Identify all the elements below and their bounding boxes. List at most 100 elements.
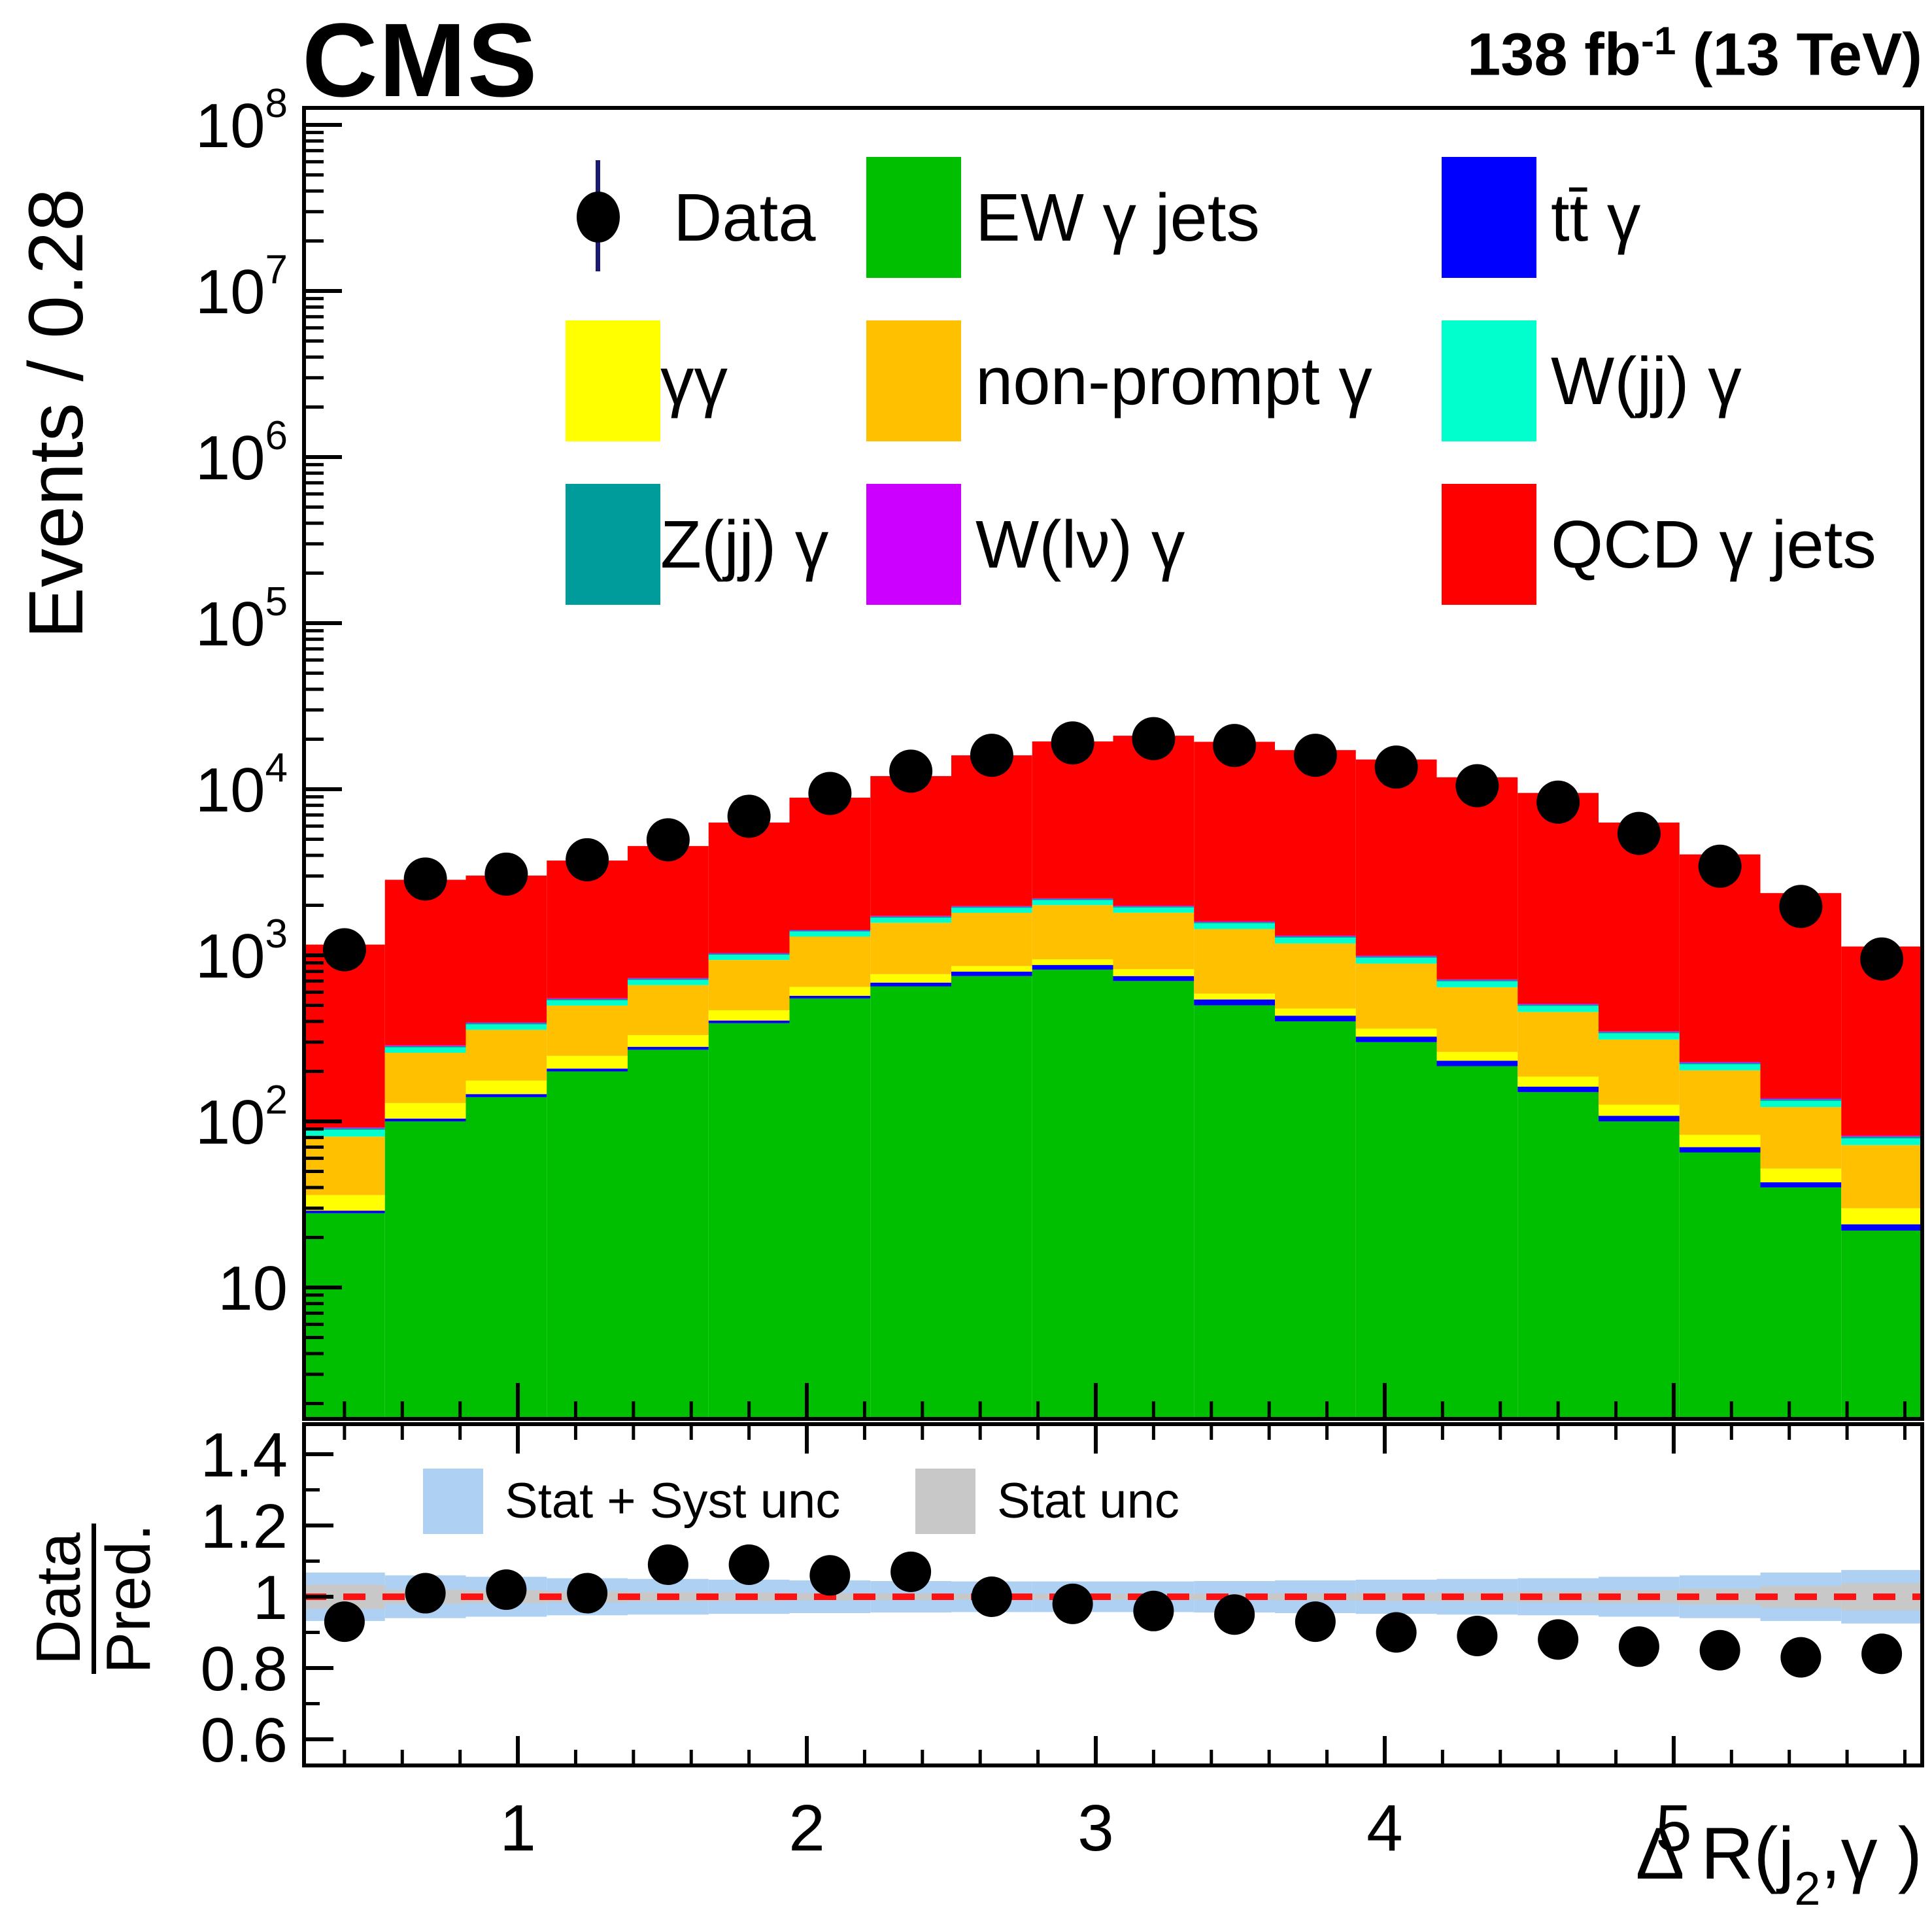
stack-segment xyxy=(1113,736,1195,906)
stack-segment xyxy=(1275,750,1356,936)
stack-segment xyxy=(789,936,871,987)
stack-segment xyxy=(304,1127,385,1129)
stack-segment xyxy=(466,1097,547,1419)
stack-segment xyxy=(708,1020,790,1023)
data-point xyxy=(1374,745,1418,789)
stack-segment xyxy=(1113,907,1195,913)
data-point xyxy=(808,772,852,815)
stack-segment xyxy=(466,1080,547,1095)
stack-segment xyxy=(1436,1051,1518,1061)
x-tick-label: 1 xyxy=(500,1792,536,1865)
y-tick-label: 108 xyxy=(195,81,288,161)
stack-segment xyxy=(1599,1033,1680,1040)
ratio-legend-label-stat: Stat unc xyxy=(997,1473,1179,1529)
stack-segment xyxy=(1760,1182,1842,1188)
stack-segment xyxy=(708,1010,790,1021)
stack-segment xyxy=(951,755,1032,906)
stack-segment xyxy=(1760,1098,1842,1100)
data-point xyxy=(1455,764,1499,808)
data-point xyxy=(1860,937,1904,981)
stack-segment xyxy=(547,1000,628,1006)
stack-segment xyxy=(547,998,628,999)
stack-segment xyxy=(1679,1070,1761,1135)
ratio-legend-label-stat-syst: Stat + Syst unc xyxy=(505,1473,841,1529)
stack-segment xyxy=(1841,1138,1922,1146)
stack-segment xyxy=(1194,999,1275,1006)
stack-segment xyxy=(304,1213,385,1419)
legend-label-wjj-gamma: W(jj) γ xyxy=(1551,343,1742,418)
ratio-point xyxy=(809,1555,851,1596)
legend-swatch-qcd-gamma-jets xyxy=(1442,484,1536,605)
stack-segment xyxy=(708,822,790,953)
stack-segment xyxy=(304,944,385,1128)
stack-segment xyxy=(1032,959,1113,965)
stack-segment xyxy=(1679,854,1761,1063)
stack-segment xyxy=(1032,964,1113,970)
legend-swatch-wlnu-gamma xyxy=(866,484,961,605)
data-point xyxy=(484,852,528,896)
stack-segment xyxy=(628,978,709,980)
stack-segment xyxy=(951,908,1032,913)
stack-segment xyxy=(1599,1104,1680,1116)
legend-label-nonprompt-gamma: non-prompt γ xyxy=(975,343,1372,418)
stack-segment xyxy=(1436,981,1518,987)
stack-segment xyxy=(1194,1005,1275,1419)
stack-segment xyxy=(708,1023,790,1419)
x-tick-label: 4 xyxy=(1366,1792,1403,1865)
stack-segment xyxy=(1679,1152,1761,1419)
legend-swatch-nonprompt-gamma xyxy=(866,320,961,441)
stack-segment xyxy=(1355,963,1437,1029)
stack-segment xyxy=(1517,1092,1599,1419)
legend-swatch-ttbar-gamma xyxy=(1442,157,1536,278)
ratio-point xyxy=(1699,1629,1740,1671)
stack-segment xyxy=(1194,921,1275,923)
data-point xyxy=(1779,885,1823,928)
stack-segment xyxy=(1679,1134,1761,1148)
legend-swatch-gammagamma xyxy=(566,320,660,441)
stack-segment xyxy=(1517,792,1599,1004)
stack-segment xyxy=(1599,1039,1680,1105)
stack-segment xyxy=(789,987,871,997)
stack-segment xyxy=(1355,1029,1437,1037)
stack-segment xyxy=(628,1049,709,1419)
stack-segment xyxy=(1517,1012,1599,1077)
stack-segment xyxy=(951,913,1032,966)
stack-segment xyxy=(1760,1107,1842,1169)
stack-segment xyxy=(1194,923,1275,929)
stack-segment xyxy=(789,931,871,937)
data-point xyxy=(970,734,1013,777)
lumi-prefix: 138 fb xyxy=(1467,21,1642,88)
stack-segment xyxy=(384,1118,466,1121)
y-tick-label: 103 xyxy=(195,911,288,991)
ratio-point xyxy=(647,1544,688,1585)
stack-segment xyxy=(870,917,951,923)
main-frame xyxy=(302,106,1924,1421)
y-tick-label: 104 xyxy=(195,745,288,825)
y-tick-label: 105 xyxy=(195,579,288,659)
stack-segment xyxy=(951,906,1032,907)
stack-segment xyxy=(708,953,790,955)
ratio-legend-swatch-stat xyxy=(915,1469,975,1534)
x-tick-label: 3 xyxy=(1077,1792,1114,1865)
ratio-y-tick-label: 1 xyxy=(253,1563,288,1633)
stack-segment xyxy=(1599,822,1680,1032)
ratio-y-tick-label: 0.6 xyxy=(201,1705,288,1775)
stack-segment xyxy=(1679,1063,1761,1065)
x-axis-title: Δ R(j2,γ ) xyxy=(1636,1811,1922,1908)
data-point xyxy=(727,794,771,838)
data-point xyxy=(1536,780,1580,824)
stack-segment xyxy=(466,1094,547,1097)
stack-segment xyxy=(789,930,871,932)
data-point xyxy=(1132,717,1176,760)
stack-segment xyxy=(547,1005,628,1056)
ratio-y-tick-label: 1.2 xyxy=(201,1491,288,1561)
legend-label-wlnu-gamma: W(lν) γ xyxy=(975,507,1185,582)
stack-segment xyxy=(870,915,951,917)
legend-swatch-zjj-gamma xyxy=(566,484,660,605)
stack-segment xyxy=(1760,1099,1842,1101)
data-point xyxy=(566,838,609,881)
stack-segment xyxy=(1194,741,1275,922)
stack-segment xyxy=(547,1055,628,1069)
stack-segment xyxy=(1436,1066,1518,1419)
stack-segment xyxy=(1679,1062,1761,1063)
